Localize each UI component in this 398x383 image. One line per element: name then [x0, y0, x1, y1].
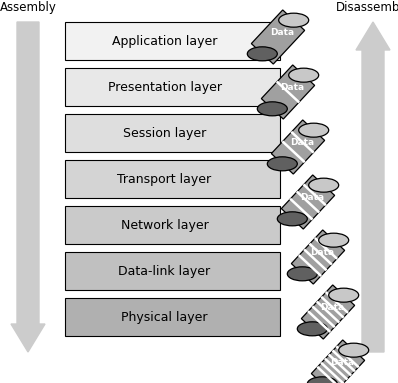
Text: Data: Data: [330, 358, 354, 367]
Polygon shape: [311, 340, 365, 383]
Ellipse shape: [297, 322, 327, 336]
Ellipse shape: [329, 288, 359, 302]
FancyArrow shape: [356, 22, 390, 352]
Text: Network layer: Network layer: [121, 218, 209, 231]
Polygon shape: [301, 285, 355, 339]
Text: Data: Data: [270, 28, 294, 38]
Text: Application layer: Application layer: [112, 34, 217, 47]
Ellipse shape: [298, 123, 329, 137]
Text: Data: Data: [300, 193, 324, 203]
Ellipse shape: [309, 178, 339, 192]
Bar: [65, 22, 280, 60]
Text: Physical layer: Physical layer: [121, 311, 208, 324]
Text: Session layer: Session layer: [123, 126, 206, 139]
Bar: [65, 206, 280, 244]
Text: Data: Data: [290, 139, 314, 147]
Ellipse shape: [287, 267, 317, 281]
Ellipse shape: [319, 233, 349, 247]
Ellipse shape: [307, 377, 338, 383]
Text: Data: Data: [310, 249, 334, 257]
Bar: [65, 68, 280, 106]
Text: Data: Data: [320, 303, 344, 313]
Polygon shape: [271, 120, 325, 174]
Ellipse shape: [258, 102, 287, 116]
Text: Data-link layer: Data-link layer: [119, 265, 211, 278]
Polygon shape: [291, 230, 345, 284]
Ellipse shape: [247, 47, 277, 61]
Text: Presentation layer: Presentation layer: [107, 80, 222, 93]
Ellipse shape: [339, 343, 369, 357]
Bar: [65, 160, 280, 198]
Text: Disassembly: Disassembly: [336, 1, 398, 14]
Polygon shape: [261, 65, 315, 119]
Bar: [65, 252, 280, 290]
FancyArrow shape: [11, 22, 45, 352]
Text: Data: Data: [280, 83, 304, 92]
Bar: [65, 298, 280, 336]
Polygon shape: [281, 175, 335, 229]
Ellipse shape: [289, 68, 319, 82]
Bar: [65, 114, 280, 152]
Ellipse shape: [267, 157, 297, 171]
Ellipse shape: [279, 13, 309, 27]
Text: Transport layer: Transport layer: [117, 172, 212, 185]
Text: Assembly: Assembly: [0, 1, 57, 14]
Ellipse shape: [277, 212, 307, 226]
Polygon shape: [252, 10, 304, 64]
